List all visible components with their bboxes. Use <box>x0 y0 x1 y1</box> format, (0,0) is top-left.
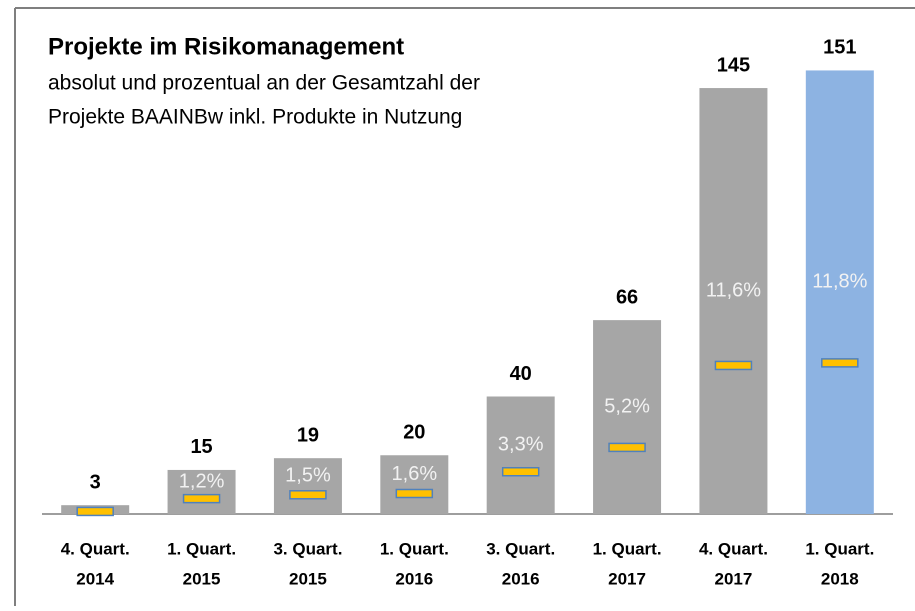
bar <box>380 455 449 514</box>
value-label: 15 <box>190 436 212 458</box>
bar <box>593 320 662 514</box>
chart-subtitle: absolut und prozentual an der Gesamtzahl… <box>48 72 480 95</box>
bar <box>805 70 874 514</box>
x-tick-label: 2015 <box>289 569 327 588</box>
x-tick-label: 1. Quart. <box>805 539 874 558</box>
percent-label: 1,2% <box>179 470 225 492</box>
value-label: 151 <box>823 37 856 59</box>
value-label: 19 <box>297 424 319 446</box>
x-tick-label: 2016 <box>395 569 433 588</box>
percent-marker <box>714 360 753 371</box>
bar <box>167 469 236 514</box>
percent-label: 11,6% <box>706 279 761 301</box>
percent-marker <box>395 488 434 499</box>
chart-subtitle: Projekte BAAINBw inkl. Produkte in Nutzu… <box>48 106 462 129</box>
x-tick-label: 2015 <box>183 569 221 588</box>
value-label: 145 <box>717 54 750 76</box>
percent-label: 1,6% <box>392 463 438 485</box>
bar <box>273 458 342 514</box>
percent-label: 1,5% <box>285 464 331 486</box>
value-label: 3 <box>90 471 101 493</box>
value-label: 40 <box>510 363 532 385</box>
x-tick-label: 1. Quart. <box>593 539 662 558</box>
percent-marker <box>76 506 114 517</box>
x-tick-label: 1. Quart. <box>380 539 449 558</box>
value-label: 20 <box>403 422 425 444</box>
value-label: 66 <box>616 286 638 308</box>
percent-label: 3,3% <box>498 434 544 456</box>
x-tick-label: 4. Quart. <box>61 539 130 558</box>
bar <box>486 396 555 514</box>
x-tick-label: 2014 <box>76 569 114 588</box>
x-tick-label: 3. Quart. <box>273 539 342 558</box>
percent-marker <box>821 358 859 368</box>
x-tick-label: 2016 <box>502 569 540 588</box>
percent-marker <box>182 493 221 504</box>
chart-title: Projekte im Risikomanagement <box>48 33 404 60</box>
bar <box>699 88 768 514</box>
x-tick-label: 2017 <box>608 569 646 588</box>
percent-label: 5,2% <box>604 395 650 417</box>
x-tick-label: 2018 <box>821 569 859 588</box>
x-tick-label: 2017 <box>715 569 753 588</box>
x-tick-label: 1. Quart. <box>167 539 236 558</box>
percent-label: 11,8% <box>812 271 867 293</box>
x-tick-label: 3. Quart. <box>486 539 555 558</box>
percent-marker <box>289 490 327 500</box>
percent-marker <box>501 466 540 477</box>
percent-marker <box>608 442 646 453</box>
x-tick-label: 4. Quart. <box>699 539 768 558</box>
